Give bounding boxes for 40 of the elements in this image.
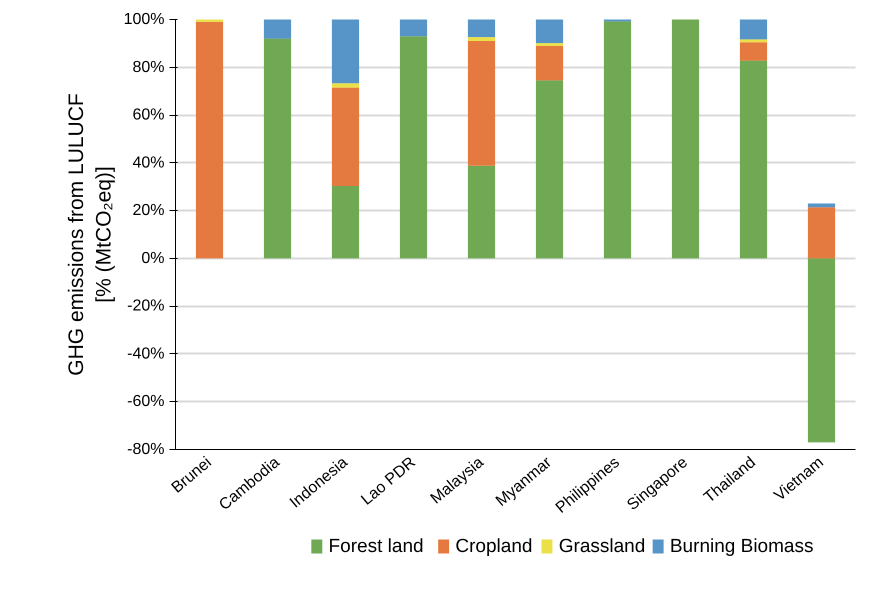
bar bbox=[468, 41, 496, 166]
y-tick-label: 0% bbox=[141, 250, 164, 267]
y-tick-label: 60% bbox=[132, 106, 165, 124]
y-tick-label: 80% bbox=[132, 58, 165, 76]
bar bbox=[740, 60, 768, 258]
bar bbox=[536, 20, 564, 44]
y-tick-label: -80% bbox=[127, 441, 165, 458]
y-tick-label: -40% bbox=[127, 345, 165, 362]
bar bbox=[468, 20, 496, 38]
y-tick-label: 20% bbox=[132, 202, 165, 220]
bar bbox=[332, 88, 360, 186]
y-tick-label: -20% bbox=[127, 298, 165, 315]
legend-label: Forest land bbox=[328, 536, 424, 557]
y-tick-label: -60% bbox=[127, 393, 165, 410]
bar bbox=[536, 46, 564, 80]
bar bbox=[264, 20, 292, 39]
legend-label: Grassland bbox=[558, 536, 646, 557]
bar bbox=[740, 42, 768, 61]
bar bbox=[400, 20, 428, 36]
bar bbox=[740, 20, 768, 40]
bar bbox=[808, 258, 836, 442]
bar bbox=[808, 203, 836, 208]
legend-label: Burning Biomass bbox=[670, 536, 814, 557]
bar bbox=[468, 37, 496, 41]
bar bbox=[196, 22, 224, 258]
bar bbox=[332, 83, 360, 88]
bar bbox=[332, 20, 360, 84]
bar bbox=[536, 80, 564, 258]
bar bbox=[604, 21, 632, 258]
bar bbox=[808, 207, 836, 258]
y-tick-label: 100% bbox=[124, 11, 164, 28]
y-tick-label: 40% bbox=[132, 154, 165, 172]
bar bbox=[400, 36, 428, 258]
y-axis-title: GHG emissions from LULUCF [% (MtCO₂eq)] bbox=[64, 93, 116, 376]
bar bbox=[264, 38, 292, 258]
legend-label: Cropland bbox=[455, 536, 532, 557]
bar bbox=[672, 20, 700, 258]
bar bbox=[332, 186, 360, 258]
bar bbox=[536, 43, 564, 46]
bar bbox=[468, 166, 496, 258]
